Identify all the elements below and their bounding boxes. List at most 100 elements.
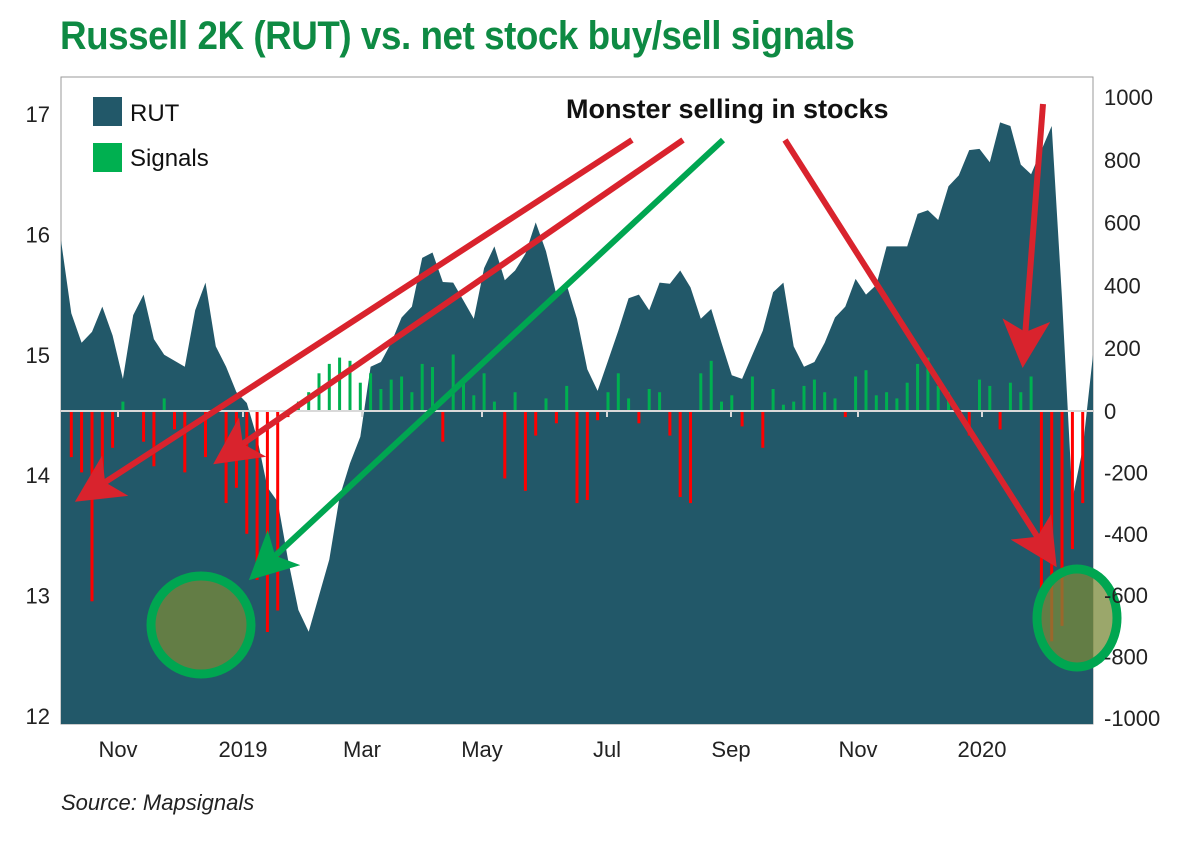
signal-bar <box>513 392 517 411</box>
legend-label-signals: Signals <box>130 145 209 172</box>
signal-bar <box>224 411 228 504</box>
left-tick-label: 16 <box>26 222 50 247</box>
signal-bar <box>554 411 558 424</box>
signal-bar <box>523 411 527 491</box>
x-tick-label: 2020 <box>958 737 1007 762</box>
signal-bar <box>451 354 455 411</box>
signal-bar <box>492 401 496 411</box>
arrow-red-1 <box>74 137 634 502</box>
x-tick-label: May <box>461 737 503 762</box>
signal-bar <box>1060 411 1064 626</box>
signal-bar <box>678 411 682 497</box>
highlight-circle-2020 <box>1032 564 1122 672</box>
x-tick-label: Jul <box>593 737 621 762</box>
signal-bar <box>905 382 909 411</box>
arrow-green-1 <box>248 137 726 581</box>
signal-bar <box>204 411 207 458</box>
signal-bar <box>358 382 362 411</box>
signal-bar <box>472 395 476 411</box>
signal-bar <box>926 357 930 411</box>
left-tick-label: 17 <box>26 102 50 127</box>
signal-bar <box>616 373 620 411</box>
signal-bar <box>389 379 393 411</box>
x-tick-label: Nov <box>98 737 137 762</box>
x-tick-label: 2019 <box>219 737 268 762</box>
signal-bar <box>100 411 104 488</box>
signal-bar <box>503 411 507 479</box>
source-note: Source: Mapsignals <box>61 790 255 815</box>
signal-bar <box>265 411 269 632</box>
signal-bar <box>668 411 672 436</box>
right-tick-label: 800 <box>1104 148 1141 173</box>
signal-bar <box>410 392 414 411</box>
signal-bar <box>142 411 146 442</box>
arrow-red-2 <box>213 137 685 465</box>
signal-bar <box>1008 382 1012 411</box>
x-tick-label: Mar <box>343 737 381 762</box>
signal-bar <box>596 411 600 421</box>
signal-bar <box>730 395 734 411</box>
signal-bar <box>162 398 166 411</box>
signal-bar <box>833 398 837 411</box>
x-tick-label: Nov <box>838 737 877 762</box>
signal-bar <box>792 401 796 411</box>
signal-bar <box>647 389 651 411</box>
signal-bar <box>874 395 878 411</box>
chart-title: Russell 2K (RUT) vs. net stock buy/sell … <box>60 14 855 58</box>
signal-bar <box>936 385 940 411</box>
signal-bar <box>978 379 981 411</box>
signal-bar <box>699 373 703 411</box>
signal-bar <box>637 411 641 424</box>
signal-bar <box>111 411 115 448</box>
signal-bar <box>152 411 156 467</box>
signal-bar <box>812 379 816 411</box>
right-tick-label: -800 <box>1104 645 1148 670</box>
right-tick-label: 200 <box>1104 336 1141 361</box>
signal-bar <box>967 411 971 436</box>
signal-bar <box>183 411 187 473</box>
left-axis: 17 16 15 14 13 12 <box>26 102 50 729</box>
signal-bar <box>720 401 723 411</box>
right-tick-label: 400 <box>1104 273 1141 298</box>
signal-bar <box>255 411 259 580</box>
signal-bar <box>369 373 373 411</box>
signal-bar <box>1070 411 1074 550</box>
signal-bar <box>565 385 569 411</box>
right-tick-label: 600 <box>1104 211 1141 236</box>
right-tick-label: 1000 <box>1104 85 1153 110</box>
signal-bar <box>740 411 744 427</box>
signal-bar <box>245 411 249 534</box>
annotation-text: Monster selling in stocks <box>566 94 889 124</box>
left-tick-label: 12 <box>26 704 50 729</box>
signal-bar <box>575 411 579 504</box>
legend-swatch-rut <box>93 97 122 126</box>
signal-bar <box>1019 392 1023 411</box>
signal-bar <box>420 363 424 411</box>
right-tick-label: -400 <box>1104 522 1148 547</box>
signal-bar <box>988 385 992 411</box>
signal-bar <box>864 370 868 411</box>
signal-bar <box>80 411 84 473</box>
signal-bar <box>998 411 1002 430</box>
signal-bar <box>1081 411 1085 504</box>
signal-bar <box>916 363 920 411</box>
signal-bar <box>606 392 610 411</box>
signal-bar <box>1039 411 1043 596</box>
signal-bar <box>1029 376 1033 411</box>
x-axis: Nov 2019 Mar May Jul Sep Nov 2020 <box>98 411 1006 762</box>
signal-bar <box>379 389 383 411</box>
signal-bar <box>276 411 280 611</box>
right-tick-label: -200 <box>1104 460 1148 485</box>
signal-bar <box>431 367 434 411</box>
arrow-red-4 <box>1002 103 1051 368</box>
signal-bar <box>400 376 404 411</box>
signal-bar <box>771 389 775 411</box>
signal-bar <box>585 411 589 500</box>
right-tick-label: 0 <box>1104 399 1116 424</box>
left-tick-label: 15 <box>26 343 50 368</box>
signal-bar <box>69 411 73 458</box>
signal-bar <box>173 411 176 430</box>
signal-bar <box>534 411 538 436</box>
arrow-red-3 <box>782 138 1057 568</box>
